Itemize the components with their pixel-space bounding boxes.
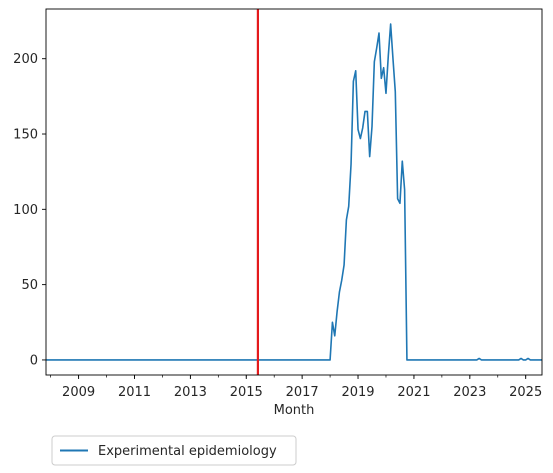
x-tick-label: 2011 [118, 385, 151, 400]
legend: Experimental epidemiology [51, 435, 297, 466]
legend-box [51, 435, 297, 466]
plot-frame [45, 8, 543, 376]
series-line-0 [46, 23, 542, 361]
y-tick-label: 150 [13, 128, 38, 143]
x-tick-label: 2015 [230, 385, 263, 400]
x-tick-label: 2021 [397, 385, 430, 400]
plot-area [45, 8, 543, 376]
y-tick-label: 200 [13, 52, 38, 67]
y-tick-label: 0 [30, 353, 38, 368]
y-tick-label: 50 [21, 278, 38, 293]
x-axis-label: Month [274, 403, 315, 418]
x-tick-label: 2017 [286, 385, 319, 400]
x-tick-label: 2023 [453, 385, 486, 400]
y-axis-ticks: 0 50 100 150 200 [13, 52, 46, 368]
x-tick-label: 2019 [341, 385, 374, 400]
legend-entry-label: Experimental epidemiology [98, 444, 277, 459]
x-tick-label: 2013 [174, 385, 207, 400]
x-tick-label: 2025 [509, 385, 542, 400]
x-axis-ticks: 2009 2011 2013 2015 2017 2019 2021 2023 2025 [50, 375, 542, 400]
x-tick-label: 2009 [62, 385, 95, 400]
y-tick-label: 100 [13, 203, 38, 218]
